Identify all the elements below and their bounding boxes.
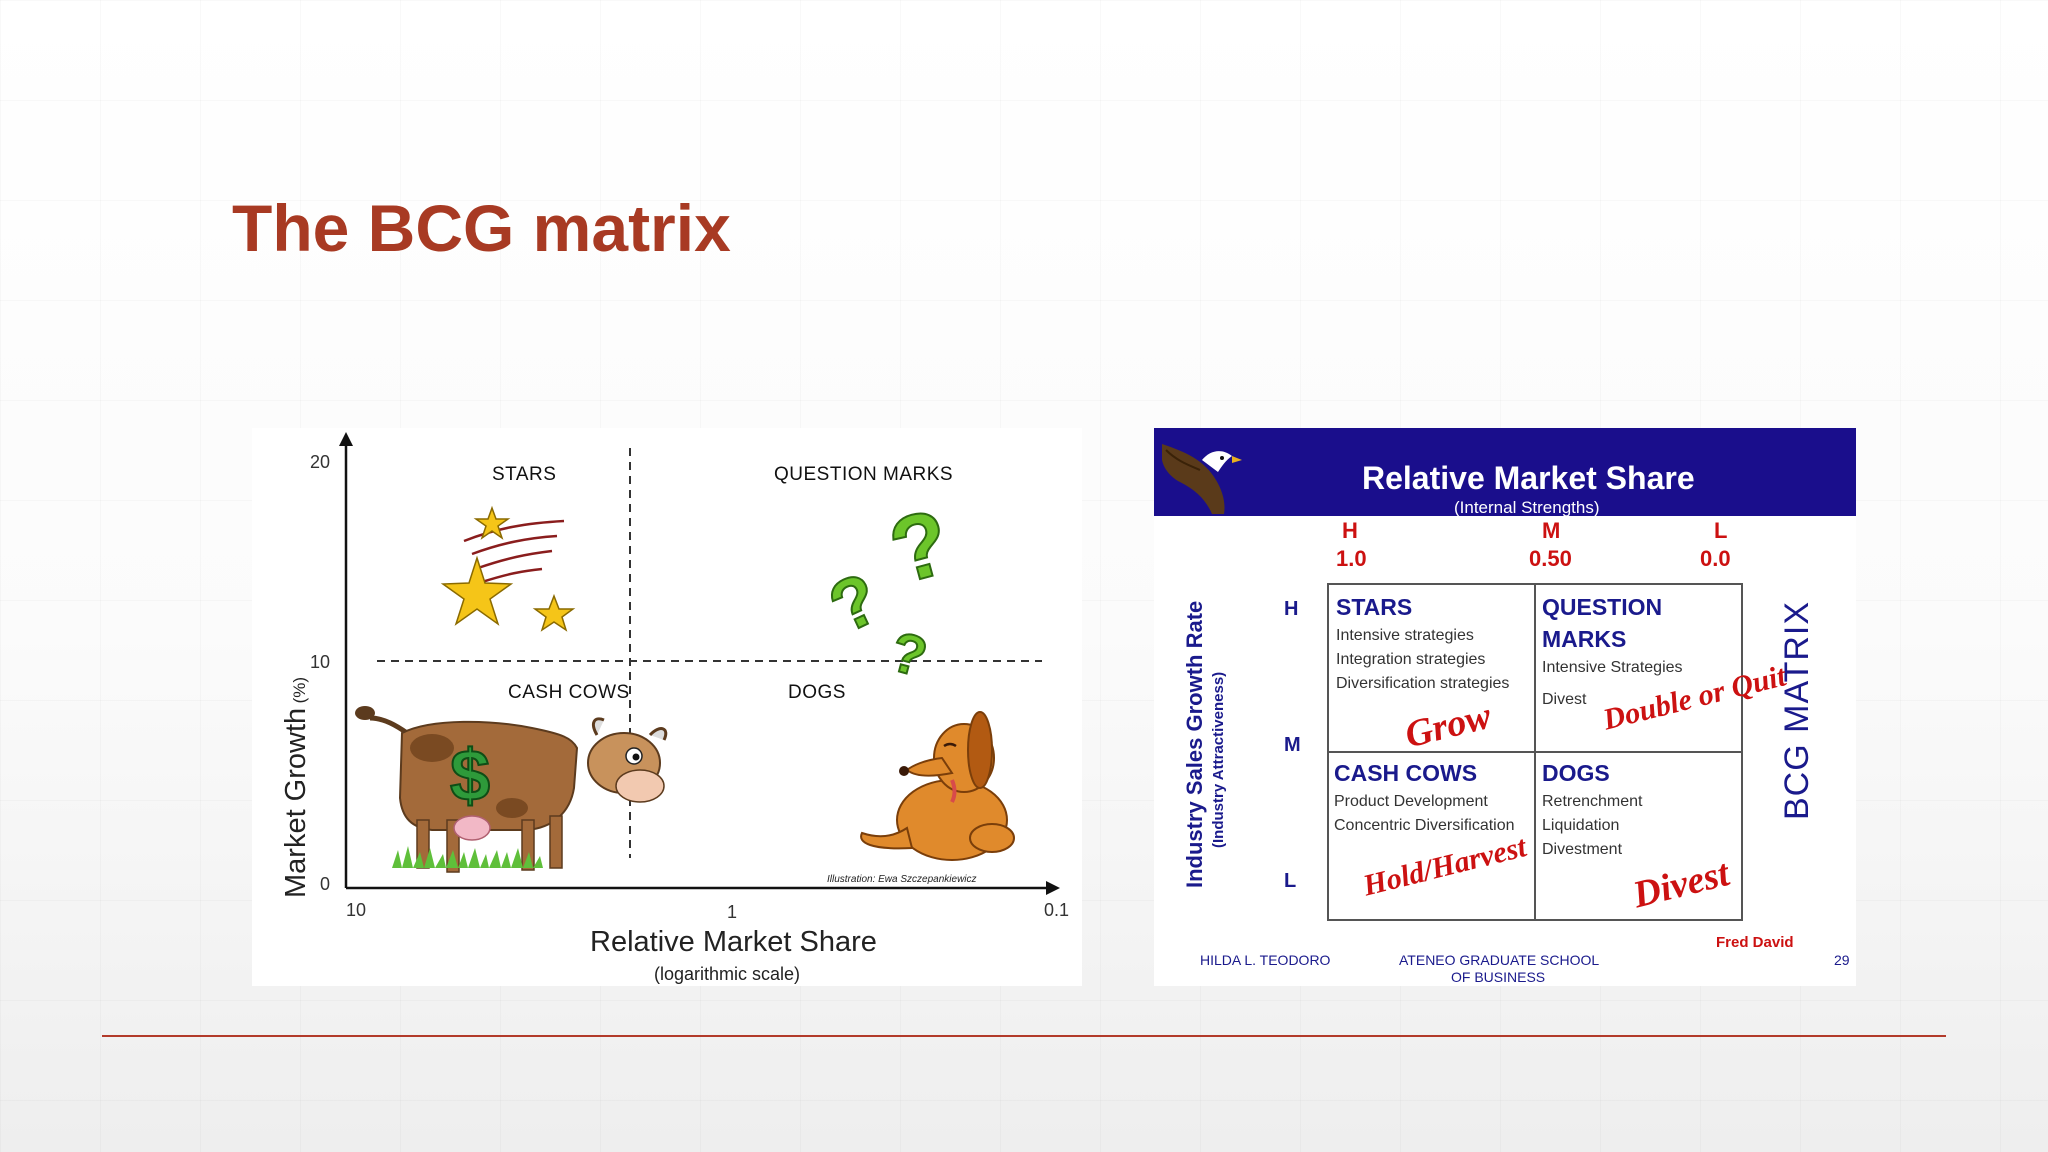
page-number: 29 [1834,952,1850,968]
banner-title: Relative Market Share [1362,460,1695,496]
cash-cow-icon: $ [355,706,668,873]
bcg-illustration-graphics: ? ? ? $ [339,432,1060,895]
author-credit: Fred David [1716,934,1794,951]
quadrant-label-question-marks: QUESTION MARKS [774,464,954,485]
col-letter: L [1714,518,1728,543]
svg-text:?: ? [818,558,892,649]
x-axis-arrow [1046,881,1060,895]
y-tick-label: 0 [320,874,331,894]
col-value: 1.0 [1336,546,1367,571]
y-axis-unit: (%) [290,676,309,704]
matrix-banner: Relative Market Share (Internal Strength… [1154,428,1856,517]
col-letter: M [1542,518,1561,543]
bcg-strategy-matrix: Relative Market Share (Internal Strength… [1154,428,1856,986]
y-axis-label: Market Growth [280,707,312,898]
cell-cash-cows-title: CASH COWS [1334,760,1478,786]
slide-title: The BCG matrix [232,191,731,265]
cell-stars-line: Diversification strategies [1336,675,1510,692]
quadrant-label-cash-cows: CASH COWS [508,682,630,703]
x-axis-sublabel: (logarithmic scale) [654,964,801,984]
quadrant-label-dogs: DOGS [788,682,846,703]
cell-dogs-title: DOGS [1542,760,1610,786]
y-axis-arrow [339,432,353,446]
bcg-illustration: ? ? ? $ [252,428,1082,986]
svg-text:?: ? [884,619,933,689]
col-value: 0.0 [1700,546,1731,571]
svg-text:$: $ [450,736,490,816]
cell-question-marks-line: Intensive Strategies [1542,659,1683,676]
row-letter: M [1284,734,1301,756]
cell-cash-cows-line: Product Development [1334,793,1488,810]
cell-stars-line: Integration strategies [1336,651,1486,668]
sad-dog-icon [860,711,1015,861]
cell-dogs-line: Divestment [1542,841,1623,858]
footer-divider [102,1035,1946,1037]
cell-cash-cows-line: Concentric Diversification [1334,817,1515,834]
footer-presenter: HILDA L. TEODORO [1200,952,1331,968]
cell-question-marks-line: Divest [1542,691,1587,708]
x-axis-label: Relative Market Share [590,926,877,958]
cell-question-marks-title: MARKS [1542,626,1627,652]
x-tick-label: 0.1 [1044,900,1070,920]
col-letter: H [1342,518,1358,543]
cell-dogs-line: Retrenchment [1542,793,1643,810]
matrix-grid [1327,583,1743,921]
footer-school-line2: OF BUSINESS [1451,969,1546,985]
illustration-credit: Illustration: Ewa Szczepankiewicz [827,874,977,885]
x-tick-label: 10 [346,900,367,920]
row-letter: H [1284,598,1299,620]
question-marks-icon: ? ? ? [817,489,962,690]
cell-dogs-line: Liquidation [1542,817,1620,834]
footer-school: ATENEO GRADUATE SCHOOL [1399,952,1600,968]
row-letter: L [1284,870,1297,892]
y-axis-title: Market Growth (%) [280,677,313,898]
col-value: 0.50 [1529,546,1572,571]
shooting-stars-icon [440,505,576,632]
y-tick-label: 10 [310,652,331,672]
cell-stars-title: STARS [1336,594,1413,620]
x-tick-label: 1 [727,902,738,922]
eagle-icon [1162,444,1242,514]
y-tick-label: 20 [310,452,331,472]
svg-text:?: ? [880,490,961,603]
quadrant-label-stars: STARS [492,464,557,485]
cell-stars-line: Intensive strategies [1336,627,1474,644]
cell-question-marks-title: QUESTION [1542,594,1663,620]
banner-subtitle: (Internal Strengths) [1454,498,1600,517]
